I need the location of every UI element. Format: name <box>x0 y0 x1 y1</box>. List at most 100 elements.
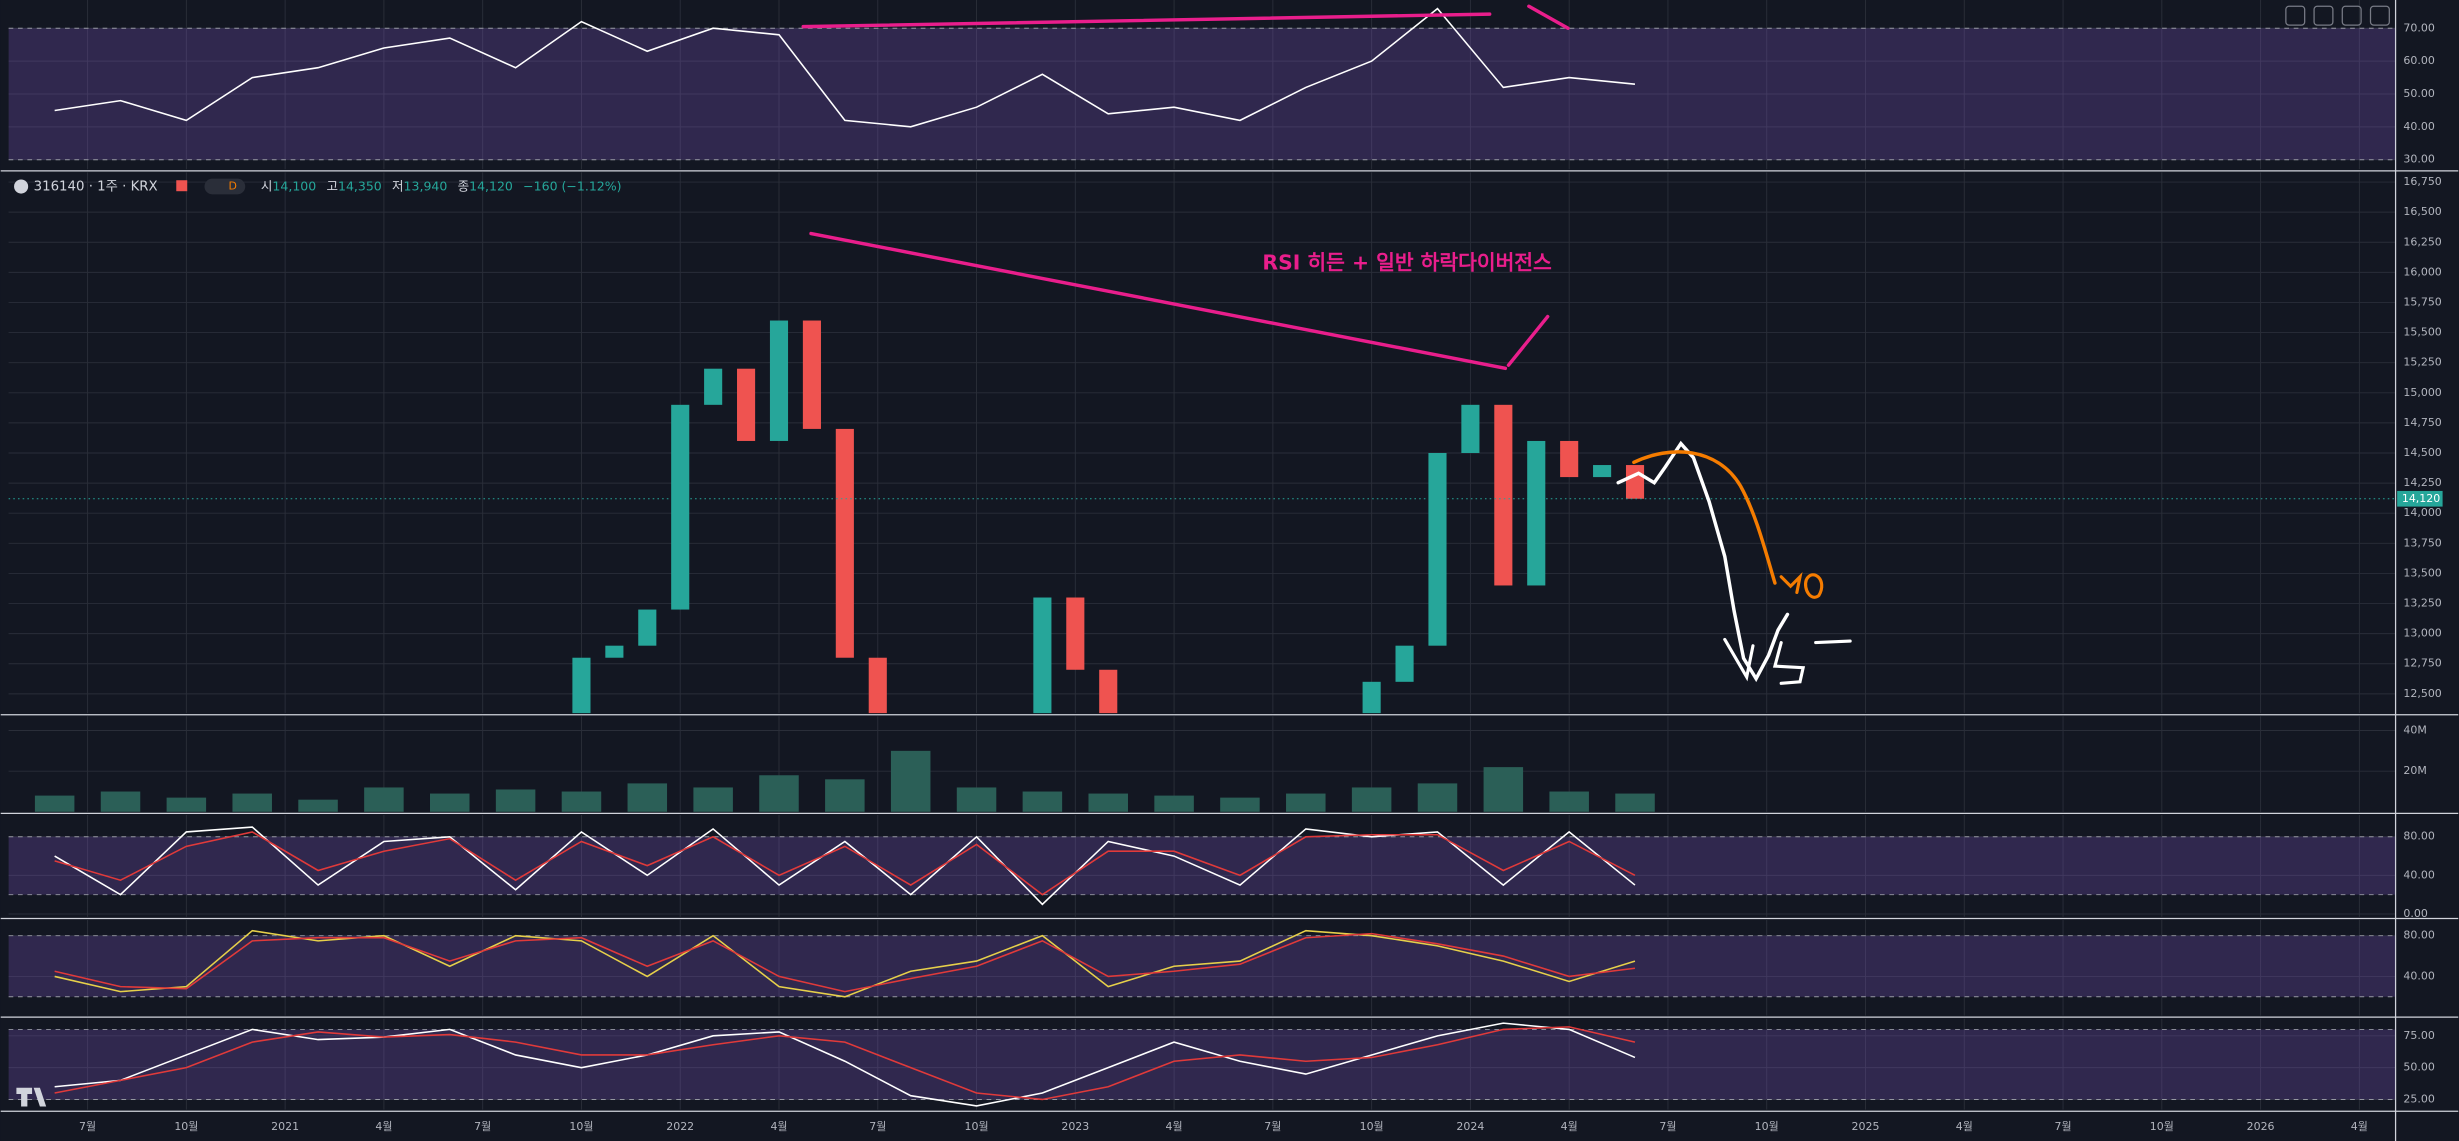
y-tick-label: 70.00 <box>2403 21 2434 34</box>
y-tick-label: 40.00 <box>2403 120 2434 133</box>
band <box>8 28 2396 160</box>
x-tick-label: 7월 <box>869 1120 886 1133</box>
pane <box>34 750 1655 812</box>
hand-drawing <box>1779 572 1824 599</box>
high: 14,350 <box>338 178 382 193</box>
volume-bar <box>1483 767 1524 812</box>
y-tick-label: 13,000 <box>2403 627 2441 640</box>
volume-bar <box>1154 795 1194 812</box>
candle-body <box>1527 440 1546 586</box>
x-tick-label: 2022 <box>666 1120 694 1133</box>
volume-bar <box>1088 793 1128 812</box>
volume-bar <box>495 789 536 812</box>
y-tick-label: 0.00 <box>2403 907 2427 920</box>
volume-bar <box>759 775 799 812</box>
volume-bar <box>1351 787 1392 812</box>
trend-line <box>801 12 1492 29</box>
volume-bar <box>364 787 404 812</box>
pane <box>8 7 2396 161</box>
y-tick-label: 15,750 <box>2403 295 2441 308</box>
candle-body <box>1099 669 1118 714</box>
y-tick-label: 12,750 <box>2403 657 2441 670</box>
y-tick-label: 25.00 <box>2403 1092 2434 1105</box>
y-tick-label: 14,500 <box>2403 446 2441 459</box>
candle-body <box>769 320 789 441</box>
candle-body <box>1625 465 1645 499</box>
x-tick-label: 4월 <box>1561 1120 1578 1133</box>
x-tick-label: 2021 <box>271 1120 299 1133</box>
candle-body <box>1395 645 1414 682</box>
candle-body <box>1560 440 1579 478</box>
hand-drawing <box>1632 450 1777 585</box>
x-tick-label: 7월 <box>1264 1120 1281 1133</box>
y-tick-label: 60.00 <box>2403 54 2434 67</box>
symbol: 316140 · 1주 · KRX <box>34 180 158 195</box>
button[interactable] <box>2369 5 2390 26</box>
y-tick-label: 16,000 <box>2403 265 2441 278</box>
candle-body <box>1066 597 1085 670</box>
y-tick-label: 15,250 <box>2403 356 2441 369</box>
volume-bar <box>232 793 272 812</box>
grid <box>8 0 2396 1110</box>
plot <box>8 7 2396 1107</box>
trend-line <box>809 231 1508 371</box>
badge-text: D <box>228 180 236 193</box>
volume-bar <box>298 799 338 812</box>
candle-body <box>638 609 657 646</box>
candle-body <box>1494 404 1513 586</box>
candle-body <box>1593 465 1612 478</box>
candle-body <box>868 657 887 714</box>
y-tick-label: 50.00 <box>2403 87 2434 100</box>
x-tick-label: 10월 <box>2150 1120 2174 1133</box>
volume-bar <box>693 787 733 812</box>
volume-bar <box>825 779 865 812</box>
candle-body <box>1033 597 1052 714</box>
x-tick-label: 7월 <box>474 1120 491 1133</box>
trend-line <box>1506 314 1550 367</box>
legend-header: 316140 · 1주 · KRX D 시14,100 고14,350 저13,… <box>14 178 622 195</box>
pane <box>8 929 2396 998</box>
button[interactable] <box>2285 5 2306 26</box>
last-price-box <box>2397 490 2443 507</box>
hand-drawing <box>1723 637 1852 685</box>
volume-bar <box>561 791 602 812</box>
candle-body <box>572 657 591 714</box>
y-tick-label: 15,500 <box>2403 326 2441 339</box>
badge <box>204 178 246 195</box>
hand-drawing <box>1616 440 1790 683</box>
trend-line <box>1527 4 1570 30</box>
y-tick-label: 50.00 <box>2403 1061 2434 1074</box>
low: 13,940 <box>404 178 448 193</box>
pane <box>8 826 2396 906</box>
band <box>8 836 2396 895</box>
volume-bar <box>100 791 141 812</box>
y-tick-label: 16,750 <box>2403 175 2441 188</box>
candle-body <box>1428 453 1447 646</box>
band <box>8 935 2396 997</box>
y-tick-label: 16,250 <box>2403 235 2441 248</box>
x-tick-label: 4월 <box>2351 1120 2368 1133</box>
button[interactable] <box>2341 5 2362 26</box>
candle-body <box>605 645 624 658</box>
x-tick-label: 10월 <box>174 1120 198 1133</box>
y-tick-label: 20M <box>2403 764 2426 777</box>
button[interactable] <box>2313 5 2334 26</box>
series-line <box>54 1022 1636 1107</box>
x-tick-label: 2026 <box>2247 1120 2275 1133</box>
y-tick-label: 80.00 <box>2403 830 2434 843</box>
y-tick-label: 40.00 <box>2403 969 2434 982</box>
series-line <box>54 7 1636 128</box>
high-label: 고 <box>326 178 338 193</box>
close-label: 종 <box>458 178 470 193</box>
x-tick-label: 2025 <box>1852 1120 1880 1133</box>
candle-body <box>737 368 756 441</box>
x-tick-label: 10월 <box>1360 1120 1384 1133</box>
symbol-icon <box>14 179 29 194</box>
x-tick-label: 7월 <box>2055 1120 2072 1133</box>
open: 14,100 <box>272 178 316 193</box>
volume-bar <box>890 750 931 812</box>
y-tick-label: 15,000 <box>2403 386 2441 399</box>
